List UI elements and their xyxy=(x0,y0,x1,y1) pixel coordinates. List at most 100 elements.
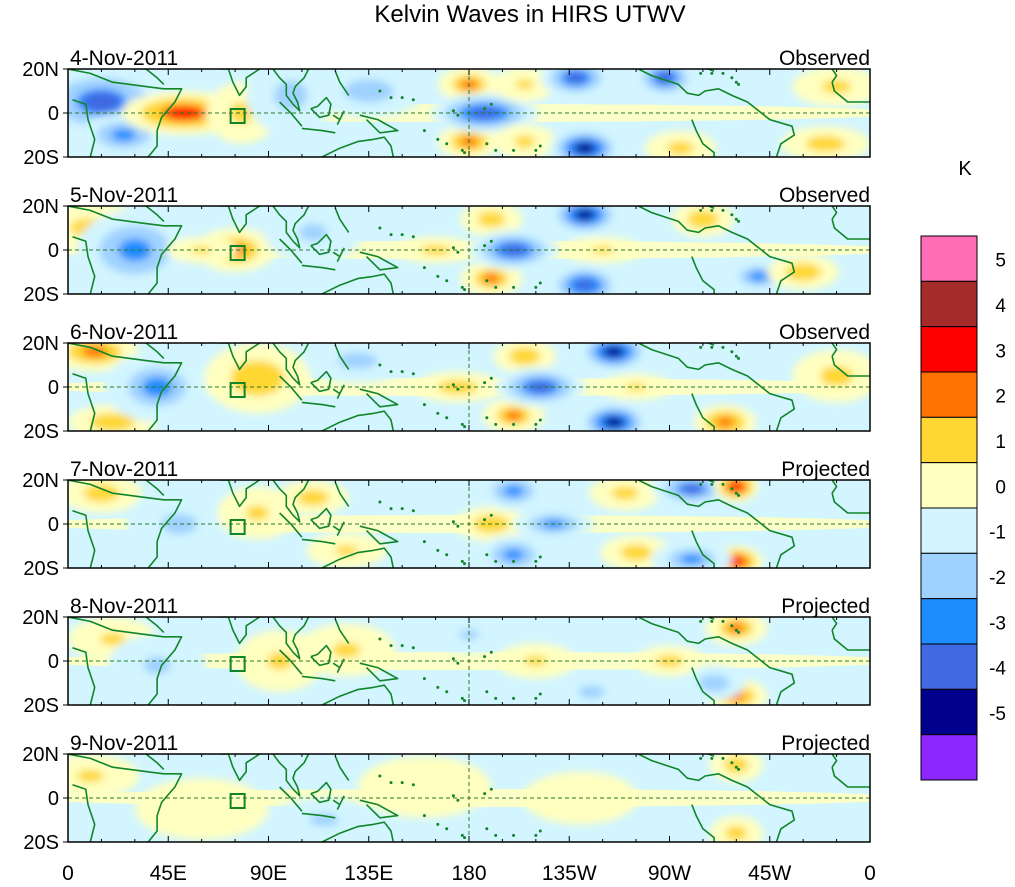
lat-label: 20N xyxy=(22,744,59,766)
anomaly-15-level-2 xyxy=(667,141,695,155)
anomaly-5 xyxy=(304,343,412,383)
island-10 xyxy=(485,553,489,557)
island-19 xyxy=(699,482,703,486)
anomaly-11-level-2 xyxy=(698,674,730,692)
island-16 xyxy=(456,387,460,391)
panel-date: 9-Nov-2011 xyxy=(70,732,178,755)
panel-status: Projected xyxy=(781,595,870,618)
island-14 xyxy=(538,555,542,559)
island-19 xyxy=(699,756,703,760)
coastlines xyxy=(68,754,870,842)
map-panel-3: 6-Nov-2011 Observed 20N 0 20S xyxy=(22,321,871,443)
anomaly-blobs xyxy=(68,617,768,705)
colorbar-label: 5 xyxy=(995,251,1006,272)
colorbar-label: -1 xyxy=(989,523,1006,544)
coastline-17 xyxy=(831,206,838,220)
anomaly-14 xyxy=(792,349,870,403)
island-7 xyxy=(445,827,449,831)
coastline-5 xyxy=(219,754,261,782)
coastline-1 xyxy=(68,343,183,431)
island-3 xyxy=(400,781,404,785)
lat-label: 20N xyxy=(22,470,59,492)
island-17 xyxy=(483,792,487,796)
lat-label: 20S xyxy=(23,421,59,443)
colorbar-segment xyxy=(920,416,978,464)
island-16 xyxy=(456,524,460,528)
lon-label: 135W xyxy=(542,862,597,885)
anomaly-10 xyxy=(549,206,621,235)
coastline-1 xyxy=(68,480,183,568)
x-axis: 0 45E 90E 135E 180 135W 90W 45W 0 xyxy=(62,862,876,885)
anomaly-14-level-2 xyxy=(819,366,854,386)
coastline-3 xyxy=(145,617,165,633)
coastline-9 xyxy=(310,370,332,393)
panel-date: 7-Nov-2011 xyxy=(70,458,178,481)
colorbar-segment xyxy=(920,462,978,509)
colorbar-segment xyxy=(920,552,978,600)
island-8 xyxy=(460,148,464,152)
anomaly-blobs xyxy=(68,343,870,431)
anomaly-7 xyxy=(555,674,628,705)
island-1 xyxy=(378,363,382,367)
coastline-15 xyxy=(691,393,715,431)
island-15 xyxy=(451,794,455,798)
island-6 xyxy=(436,411,440,415)
anomaly-15-level-2 xyxy=(785,263,821,281)
coastline-2 xyxy=(72,510,96,568)
island-20 xyxy=(710,482,714,486)
coastline-11 xyxy=(359,662,399,682)
lat-label: 0 xyxy=(48,377,59,399)
coastline-2 xyxy=(72,647,96,705)
coastline-14 xyxy=(637,343,796,431)
island-19 xyxy=(699,208,703,212)
island-21 xyxy=(721,482,725,486)
reference-box xyxy=(229,793,246,809)
panel-status: Observed xyxy=(779,184,870,207)
island-5 xyxy=(422,677,426,681)
anomaly-1-level-3 xyxy=(82,346,108,358)
anomaly-14-level-4 xyxy=(728,557,744,566)
coastline-17 xyxy=(831,754,838,768)
colorbar-label: 4 xyxy=(995,296,1006,317)
anomaly-11-level-4 xyxy=(574,279,595,291)
island-14 xyxy=(538,692,542,696)
coastlines xyxy=(68,617,870,705)
anomaly-7 xyxy=(709,815,764,842)
coastline-15 xyxy=(691,530,715,568)
anomaly-4-level-2 xyxy=(229,102,254,124)
island-7 xyxy=(445,416,449,420)
island-1 xyxy=(378,774,382,778)
lat-label: 20S xyxy=(23,695,59,717)
anomaly-9 xyxy=(705,617,768,646)
island-11 xyxy=(494,148,498,152)
anomaly-13 xyxy=(671,206,735,237)
coastline-16 xyxy=(831,629,870,651)
anomaly-15 xyxy=(645,130,717,157)
anomaly-17 xyxy=(780,126,870,157)
coastline-13 xyxy=(334,70,350,96)
coastline-3 xyxy=(145,343,165,359)
map-panel-6: 9-Nov-2011 Projected 20N 0 20S xyxy=(22,732,871,854)
anomaly-6 xyxy=(413,371,503,403)
island-3 xyxy=(400,644,404,648)
anomaly-4 xyxy=(357,756,492,818)
colorbar-segment xyxy=(920,598,978,645)
island-4 xyxy=(411,98,415,102)
coastline-11 xyxy=(359,251,399,271)
island-16 xyxy=(456,661,460,665)
island-17 xyxy=(483,244,487,248)
anomaly-14-level-4 xyxy=(656,72,674,84)
anomaly-2-level-3 xyxy=(111,128,137,142)
coastline-16 xyxy=(831,218,870,240)
island-5 xyxy=(422,129,426,133)
coastline-15 xyxy=(691,804,715,842)
lon-label: 45E xyxy=(150,862,187,885)
coastline-6 xyxy=(272,69,310,112)
colorbar-label: -5 xyxy=(989,704,1006,725)
island-20 xyxy=(710,345,714,349)
island-6 xyxy=(436,274,440,278)
anomaly-7 xyxy=(493,343,556,374)
colorbar-label: -2 xyxy=(989,568,1006,589)
anomaly-15-level-3 xyxy=(680,554,704,565)
coastline-10 xyxy=(332,247,345,262)
